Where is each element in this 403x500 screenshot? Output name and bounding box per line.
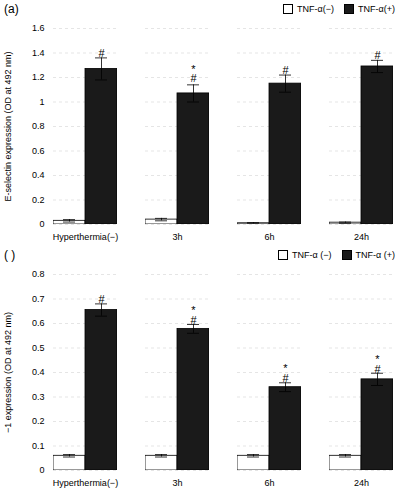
svg-text:*#: *# <box>190 63 197 85</box>
svg-text:#: # <box>98 293 105 305</box>
svg-text:−1 expression (OD at 492 nm): −1 expression (OD at 492 nm) <box>3 312 13 433</box>
svg-text:0.8: 0.8 <box>32 121 45 131</box>
html-text:(a): (a) <box>4 2 19 16</box>
svg-text:0: 0 <box>39 465 44 475</box>
svg-text:24h: 24h <box>354 232 369 242</box>
svg-text:*#: *# <box>190 304 197 326</box>
svg-text:*#: *# <box>374 353 381 375</box>
svg-text:1.4: 1.4 <box>32 48 45 58</box>
svg-text:0.5: 0.5 <box>32 343 45 353</box>
svg-text:0.3: 0.3 <box>32 392 45 402</box>
svg-text:0.8: 0.8 <box>32 269 45 279</box>
svg-text:1.2: 1.2 <box>32 72 45 82</box>
svg-text:0.6: 0.6 <box>32 146 45 156</box>
svg-text:0.2: 0.2 <box>32 416 45 426</box>
svg-text:6h: 6h <box>264 232 274 242</box>
html-text:TNF-α (+): TNF-α (+) <box>355 250 395 260</box>
svg-text:3h: 3h <box>172 232 182 242</box>
svg-text:#: # <box>98 47 105 59</box>
svg-text:0.6: 0.6 <box>32 318 45 328</box>
svg-text:Hyperthermia(−): Hyperthermia(−) <box>53 232 118 242</box>
svg-text:*#: *# <box>282 362 289 384</box>
html-text:TNF-α(+): TNF-α(+) <box>358 4 395 14</box>
html-text:TNF-α (−): TNF-α (−) <box>292 250 332 260</box>
html-text:TNF-α(−): TNF-α(−) <box>297 4 334 14</box>
svg-text:#: # <box>282 64 289 76</box>
svg-text:0.4: 0.4 <box>32 170 45 180</box>
svg-text:24h: 24h <box>354 478 369 488</box>
svg-text:Hyperthermia(−): Hyperthermia(−) <box>53 478 118 488</box>
svg-text:3h: 3h <box>172 478 182 488</box>
svg-text:#: # <box>374 49 381 61</box>
svg-text:0.4: 0.4 <box>32 367 45 377</box>
svg-text:0.2: 0.2 <box>32 195 45 205</box>
svg-text:0: 0 <box>39 219 44 229</box>
svg-text:E-selectin expression (OD at 4: E-selectin expression (OD at 492 nm) <box>3 51 13 201</box>
svg-text:0.1: 0.1 <box>32 441 45 451</box>
svg-text:0.7: 0.7 <box>32 294 45 304</box>
svg-text:1: 1 <box>39 97 44 107</box>
svg-text:1.6: 1.6 <box>32 23 45 33</box>
svg-text:6h: 6h <box>264 478 274 488</box>
